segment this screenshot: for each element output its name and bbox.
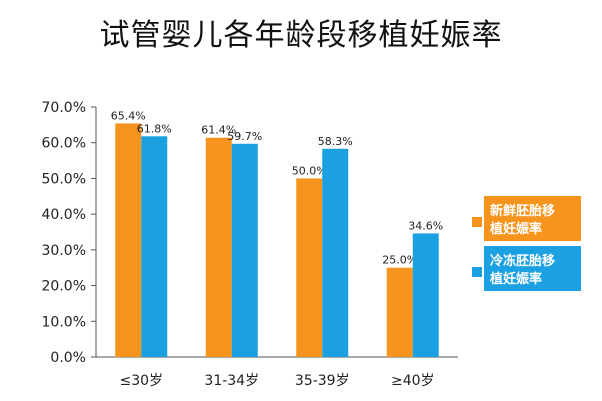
data-label: 61.8% [137, 122, 172, 135]
legend-swatch [472, 267, 482, 277]
bar-fresh [205, 137, 232, 357]
data-label: 34.6% [408, 219, 443, 232]
x-category-label: ≥40岁 [391, 373, 435, 389]
bar-frozen [322, 148, 349, 357]
legend-label: 冷冻胚胎移 [490, 253, 555, 269]
bar-frozen [412, 233, 439, 357]
x-category-label: ≤30岁 [119, 373, 163, 389]
data-label: 25.0% [382, 254, 417, 267]
bars: ≤30岁 65.4%61.8% 31-34岁 61.4%59.7% 35-39岁 50.0… [111, 109, 443, 389]
x-category-label: 31-34岁 [204, 373, 259, 389]
y-tick-label: 50.0% [42, 171, 86, 187]
legend-box [484, 246, 581, 291]
chart-title: 试管婴儿各年龄段移植妊娠率 [99, 18, 503, 53]
y-tick-label: 60.0% [42, 136, 86, 152]
y-tick-label: 0.0% [50, 350, 86, 366]
data-label: 50.0% [292, 164, 327, 177]
axes: 0.0% 10.0% 20.0% 30.0% 40.0% 50.0% 60.0% 70.0% [42, 100, 458, 366]
legend-label: 植妊娠率 [489, 221, 542, 237]
data-label: 61.4% [201, 124, 236, 137]
y-tick-label: 10.0% [42, 314, 86, 330]
data-label: 58.3% [318, 135, 353, 148]
bar-fresh [386, 267, 413, 357]
legend-swatch [472, 217, 482, 227]
bar-frozen [141, 136, 168, 357]
data-label: 65.4% [111, 109, 146, 122]
y-tick-label: 40.0% [42, 207, 86, 223]
x-category-label: 35-39岁 [295, 373, 350, 389]
data-label: 59.7% [227, 130, 262, 143]
y-tick-label: 70.0% [42, 100, 86, 116]
bar-fresh [296, 178, 323, 357]
y-tick-label: 30.0% [42, 243, 86, 259]
legend-box [484, 196, 581, 241]
legend-label: 植妊娠率 [489, 271, 542, 287]
bar-fresh [115, 123, 142, 357]
legend-label: 新鲜胚胎移 [490, 203, 555, 219]
y-tick-label: 20.0% [42, 279, 86, 295]
bar-frozen [231, 143, 258, 357]
